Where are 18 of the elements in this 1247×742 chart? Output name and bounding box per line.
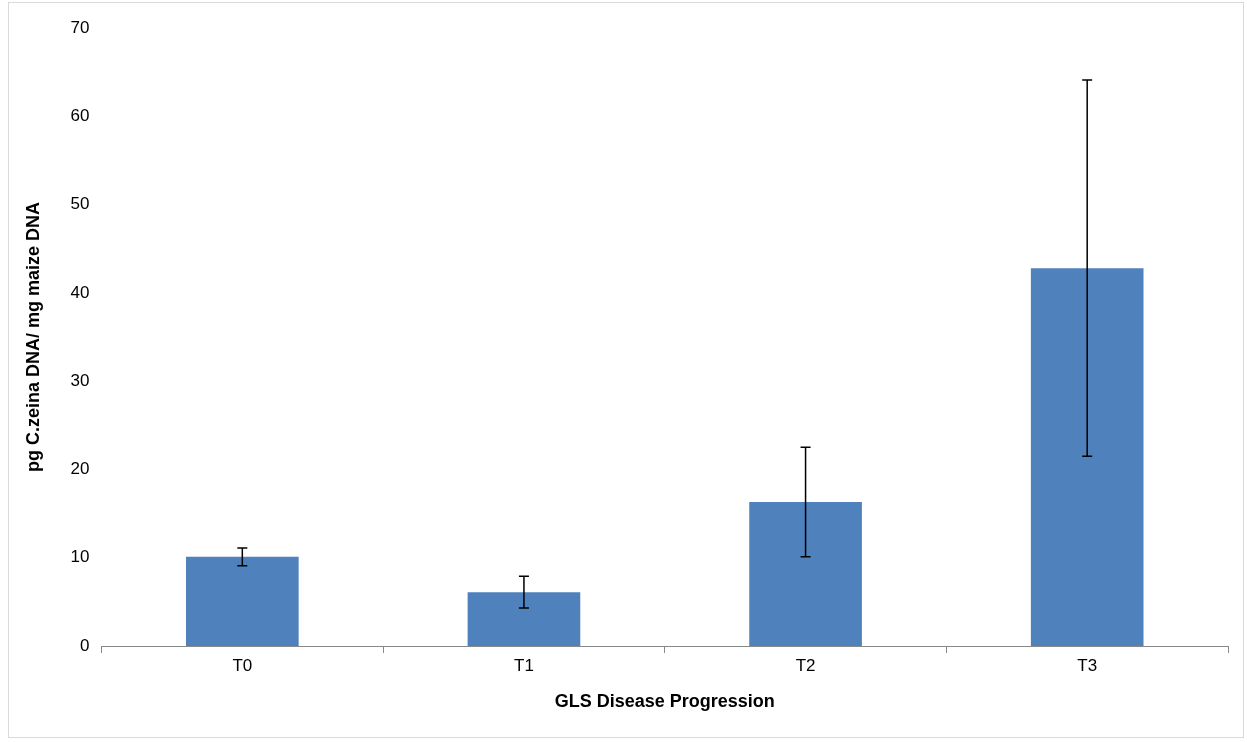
bar xyxy=(749,502,862,646)
y-tick-label: 50 xyxy=(70,194,90,214)
y-tick-label: 60 xyxy=(70,105,90,125)
x-tick-label: T0 xyxy=(232,655,253,675)
bar xyxy=(467,592,581,646)
x-tick-label: T2 xyxy=(795,655,816,675)
y-tick-label: 10 xyxy=(70,547,90,567)
bar xyxy=(186,556,299,646)
y-tick-label: 30 xyxy=(70,370,90,390)
y-axis-title: pg C.zeina DNA/ mg maize DNA xyxy=(22,201,43,473)
x-axis-title: GLS Disease Progression xyxy=(554,691,775,712)
x-tick-label: T3 xyxy=(1077,655,1098,675)
y-tick-label: 70 xyxy=(70,17,90,37)
y-tick-label: 20 xyxy=(70,459,90,479)
y-tick-label: 0 xyxy=(80,635,90,655)
x-tick-label: T1 xyxy=(514,655,534,675)
y-tick-label: 40 xyxy=(70,282,90,302)
bar xyxy=(1030,268,1144,646)
